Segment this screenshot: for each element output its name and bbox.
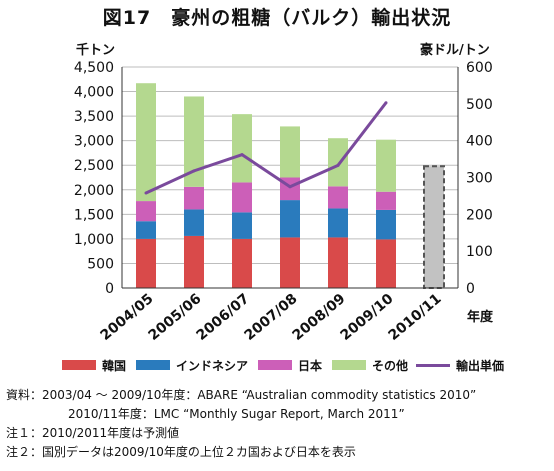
note-text: 2003/04 ～ 2009/10年度：ABARE “Australian co… <box>42 388 477 402</box>
bar-other-2004-05 <box>136 83 156 202</box>
price-point-2007-08 <box>288 185 292 189</box>
bar-korea-2009-10 <box>376 239 396 288</box>
y-tick-label: 0 <box>105 281 114 297</box>
price-line <box>145 101 388 195</box>
x-tick-label: 2008/09 <box>290 291 349 344</box>
bar-japan-2008-09 <box>328 186 348 209</box>
note-source: 資料：2003/04 ～ 2009/10年度：ABARE “Australian… <box>6 386 554 405</box>
legend-swatch-other <box>332 360 366 370</box>
note-source-2: 2010/11年度：LMC “Monthly Sugar Report, Mar… <box>6 405 554 424</box>
y-tick-label: 2,500 <box>74 158 114 174</box>
bar-korea-2007-08 <box>280 237 300 288</box>
legend-label-japan: 日本 <box>298 358 323 373</box>
chart-plot: 0 500 1,000 1,500 2,000 2,500 3,000 3,500 4,000 4… <box>74 60 494 344</box>
legend-label-price: 輸出単価 <box>456 358 505 373</box>
y-tick-label: 1,000 <box>74 232 114 248</box>
bar-forecast-total <box>423 165 445 289</box>
x-tick-label: 2005/06 <box>146 291 205 344</box>
legend-item-other: その他 <box>332 356 408 374</box>
y-tick-label: 2,000 <box>74 183 114 199</box>
note-2: 注２：国別データは2009/10年度の上位２カ国および日本を表示 <box>6 443 554 462</box>
legend-item-price: 輸出単価 <box>416 356 504 374</box>
legend-label-indonesia: インドネシア <box>176 358 249 373</box>
chart-title: 図17 豪州の粗糖（バルク）輸出状況 <box>102 7 452 29</box>
bar-indonesia-2006-07 <box>232 212 252 239</box>
y2-tick-label: 400 <box>466 134 493 150</box>
y2-tick-label: 0 <box>466 281 475 297</box>
note-label: 注２： <box>6 445 43 459</box>
note-label: 注１： <box>6 426 43 440</box>
y-tick-label: 4,500 <box>74 60 114 76</box>
x-axis-label: 年度 <box>467 309 494 325</box>
price-point-2006-07 <box>240 153 244 157</box>
bar-korea-2008-09 <box>328 237 348 288</box>
legend-label-other: その他 <box>372 358 409 373</box>
source-notes: 資料：2003/04 ～ 2009/10年度：ABARE “Australian… <box>6 386 554 462</box>
y-tick-label: 3,000 <box>74 134 114 150</box>
bar-other-2007-08 <box>280 126 300 178</box>
y2-tick-label: 600 <box>466 60 493 76</box>
note-1: 注１：2010/2011年度は予測値 <box>6 424 554 443</box>
y2-tick-label: 500 <box>466 97 493 113</box>
bar-japan-2004-05 <box>136 201 156 222</box>
bar-indonesia-2008-09 <box>328 208 348 238</box>
bar-other-2008-09 <box>328 138 348 187</box>
y2-tick-label: 300 <box>466 171 493 187</box>
legend-line-price <box>416 363 450 367</box>
legend-swatch-korea <box>62 360 96 370</box>
x-tick-label: 2006/07 <box>194 291 253 344</box>
bar-other-2005-06 <box>184 96 204 187</box>
bar-japan-2005-06 <box>184 186 204 210</box>
bar-indonesia-2009-10 <box>376 209 396 240</box>
y-tick-label: 500 <box>87 256 114 272</box>
legend-item-indonesia: インドネシア <box>136 356 248 374</box>
legend-swatch-indonesia <box>136 360 170 370</box>
bar-other-2006-07 <box>232 114 252 183</box>
x-tick-label: 2007/08 <box>242 291 301 344</box>
legend-swatch-japan <box>258 360 292 370</box>
bar-other-2009-10 <box>376 139 396 192</box>
note-text: 2010/11年度：LMC “Monthly Sugar Report, Mar… <box>68 407 405 421</box>
price-point-2004-05 <box>144 191 148 195</box>
bar-japan-2009-10 <box>376 191 396 210</box>
price-point-2005-06 <box>192 169 196 173</box>
bar-indonesia-2007-08 <box>280 200 300 238</box>
y2-tick-label: 100 <box>466 244 493 260</box>
legend: 韓国 インドネシア 日本 その他 輸出単価 <box>62 356 542 374</box>
left-axis-unit: 千トン <box>76 43 116 58</box>
note-label: 資料： <box>6 388 43 402</box>
y-tick-label: 1,500 <box>74 207 114 223</box>
y2-tick-label: 200 <box>466 207 493 223</box>
bar-korea-2006-07 <box>232 238 252 288</box>
bar-korea-2005-06 <box>184 235 204 288</box>
bar-indonesia-2005-06 <box>184 209 204 236</box>
x-tick-label: 2004/05 <box>98 291 157 344</box>
right-axis-unit: 豪ドル/トン <box>420 43 490 58</box>
legend-item-korea: 韓国 <box>62 356 126 374</box>
note-text: 国別データは2009/10年度の上位２カ国および日本を表示 <box>42 445 356 459</box>
legend-item-japan: 日本 <box>258 356 322 374</box>
price-point-2009-10 <box>384 101 388 105</box>
bar-japan-2006-07 <box>232 182 252 213</box>
x-tick-label: 2010/11 <box>386 291 445 344</box>
price-point-2008-09 <box>336 163 340 167</box>
y-tick-label: 3,500 <box>74 109 114 125</box>
legend-label-korea: 韓国 <box>102 358 127 373</box>
y-tick-label: 4,000 <box>74 85 114 101</box>
bar-indonesia-2004-05 <box>136 221 156 239</box>
note-text: 2010/2011年度は予測値 <box>42 426 180 440</box>
bar-korea-2004-05 <box>136 238 156 288</box>
